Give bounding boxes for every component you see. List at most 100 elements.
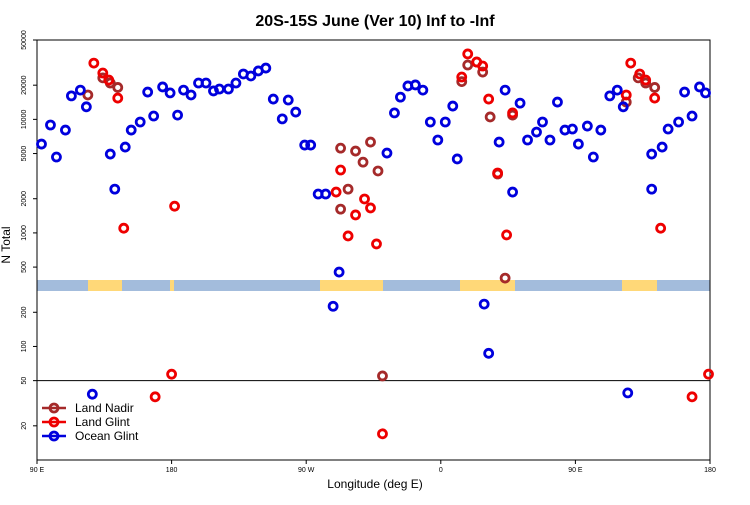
point (700, 87, 711, 99)
point (230, 77, 242, 89)
point (342, 230, 354, 242)
point (36, 138, 47, 150)
point (82, 89, 94, 101)
point (655, 222, 667, 234)
land-strip (170, 280, 174, 291)
point (552, 96, 563, 108)
point (112, 92, 124, 104)
point (372, 165, 384, 177)
point (299, 139, 311, 151)
point (335, 142, 346, 154)
y-tick-label: 2000 (21, 191, 28, 207)
point (499, 272, 511, 284)
point (581, 120, 593, 132)
point (103, 74, 115, 86)
point (178, 84, 189, 96)
point (447, 100, 459, 112)
point (483, 347, 495, 359)
point (290, 106, 302, 118)
point (169, 200, 180, 212)
point (119, 141, 131, 153)
point (333, 266, 345, 278)
land-ocean-strip (37, 280, 710, 291)
point (320, 188, 332, 200)
point (507, 186, 518, 198)
legend-marker (48, 416, 60, 428)
point (157, 81, 169, 93)
point (335, 164, 346, 176)
point (104, 148, 116, 160)
point (389, 107, 400, 119)
legend-marker (48, 430, 60, 442)
point (365, 202, 376, 214)
x-tick-label: 180 (166, 467, 178, 474)
point (134, 116, 146, 128)
land-strip (88, 280, 122, 291)
point (439, 116, 451, 128)
point (208, 85, 219, 97)
x-tick-label: 90 W (298, 467, 315, 474)
point (276, 113, 288, 125)
point (567, 123, 578, 135)
point (634, 68, 646, 80)
legend-label: Land Glint (75, 415, 130, 429)
land-strip (320, 280, 383, 291)
point (417, 84, 429, 96)
point (501, 229, 513, 241)
point (125, 124, 137, 136)
plot-frame (36, 39, 711, 461)
point (572, 138, 584, 150)
y-tick-label: 1000 (21, 225, 28, 241)
y-tick-label: 100 (21, 341, 28, 353)
point (377, 428, 388, 440)
point (109, 183, 121, 195)
point (350, 145, 361, 157)
x-tick-label: 90 E (568, 467, 583, 474)
series (88, 48, 714, 440)
point (74, 84, 86, 96)
point (544, 134, 556, 146)
point (118, 222, 130, 234)
point (45, 119, 56, 131)
point (640, 74, 652, 86)
point (327, 300, 339, 312)
point (395, 91, 406, 103)
x-axis-label: Longitude (deg E) (327, 477, 422, 491)
legend-label: Land Nadir (75, 401, 134, 415)
point (656, 141, 668, 153)
point (88, 57, 100, 69)
point (245, 70, 257, 82)
point (381, 147, 393, 159)
point (679, 86, 690, 98)
point (514, 97, 526, 109)
point (484, 111, 496, 123)
x-tick-label: 180 (704, 467, 716, 474)
point (377, 370, 388, 382)
point (409, 79, 421, 91)
point (673, 116, 684, 128)
point (342, 183, 354, 195)
point (617, 101, 629, 113)
point (148, 110, 160, 122)
point (166, 368, 178, 380)
point (267, 93, 279, 105)
point (477, 66, 489, 78)
point (462, 48, 474, 60)
point (493, 136, 505, 148)
point (164, 87, 176, 99)
point (703, 368, 714, 380)
point (686, 110, 698, 122)
point (620, 89, 632, 101)
legend-label: Ocean Glint (75, 429, 139, 443)
point (172, 109, 183, 121)
point (478, 298, 490, 310)
point (112, 82, 124, 93)
point (350, 209, 361, 221)
land-strip (460, 280, 515, 291)
point (335, 203, 346, 215)
point (305, 139, 317, 151)
point (686, 391, 698, 403)
point (492, 167, 504, 179)
point (694, 81, 705, 93)
